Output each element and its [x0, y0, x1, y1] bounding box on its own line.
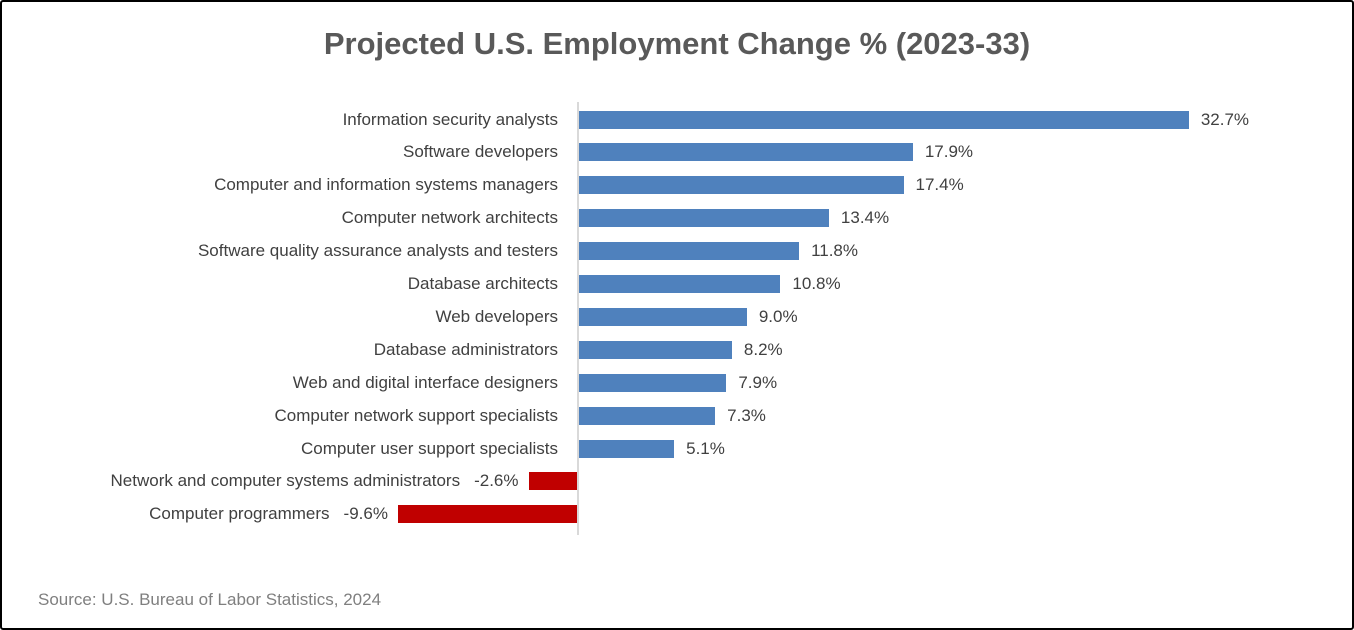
value-label: 17.4% [915, 175, 964, 195]
category-label: Computer user support specialists [300, 438, 558, 458]
bar [579, 439, 675, 458]
category-label: Software developers [403, 142, 558, 162]
bar [579, 209, 829, 228]
value-label: 7.9% [738, 372, 778, 392]
value-label: 32.7% [1200, 109, 1250, 129]
bar [579, 307, 747, 326]
negative-row-labels: Network and computer systems administrat… [111, 470, 519, 492]
bar [579, 143, 913, 162]
bar [579, 242, 800, 261]
value-label: 7.3% [727, 405, 766, 425]
bar [579, 275, 781, 293]
value-label: 9.0% [758, 306, 798, 326]
category-label: Database administrators [373, 339, 558, 359]
category-label: Network and computer systems administrat… [110, 471, 461, 491]
bar [579, 406, 716, 425]
bar [579, 340, 732, 359]
category-label: Web developers [435, 306, 558, 326]
value-label: 8.2% [743, 339, 783, 359]
chart-title: Projected U.S. Employment Change % (2023… [323, 26, 1031, 61]
value-label: 13.4% [840, 208, 890, 228]
category-label: Database architects [407, 274, 558, 293]
bar [528, 472, 577, 491]
bar [579, 176, 904, 195]
bar [579, 110, 1189, 129]
category-label: Information security analysts [342, 109, 558, 129]
value-label: -9.6% [343, 504, 388, 524]
category-label: Computer network support specialists [274, 405, 558, 425]
value-label: 5.1% [686, 438, 725, 458]
source-note: Source: U.S. Bureau of Labor Statistics,… [38, 590, 382, 609]
category-label: Computer programmers [149, 504, 330, 524]
category-label: Computer and information systems manager… [214, 175, 558, 195]
category-label: Software quality assurance analysts and … [197, 241, 558, 261]
value-label: 11.8% [811, 241, 859, 261]
bar [579, 373, 727, 392]
category-axis-line [577, 102, 579, 535]
value-label: -2.6% [474, 471, 519, 491]
bar [397, 505, 577, 524]
category-label: Web and digital interface designers [292, 372, 558, 392]
value-label: 17.9% [924, 142, 974, 162]
negative-row-labels: Computer programmers -9.6% [149, 503, 388, 525]
category-label: Computer network architects [341, 208, 558, 228]
value-label: 10.8% [792, 274, 841, 293]
